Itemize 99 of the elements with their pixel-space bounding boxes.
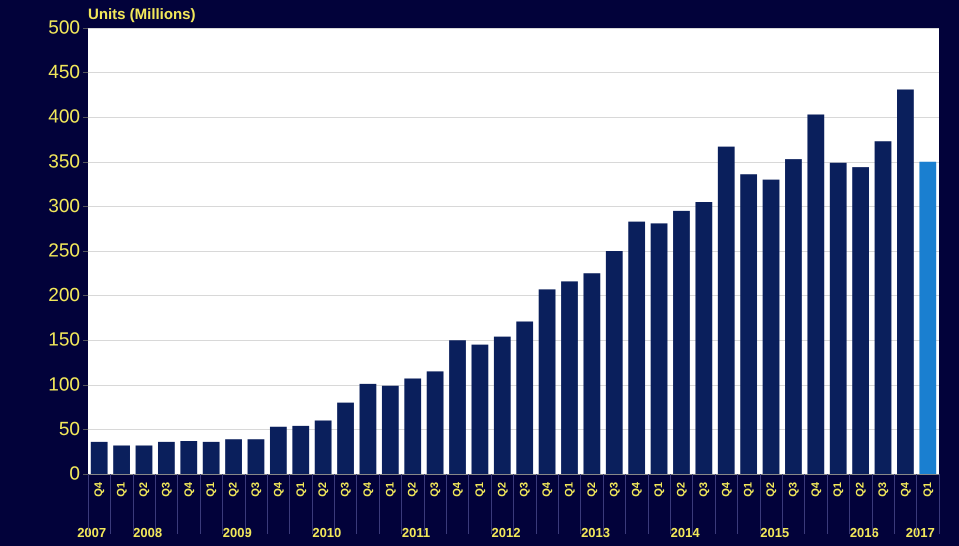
- x-tick-label: Q2: [406, 482, 419, 497]
- bar: [628, 222, 646, 474]
- bar: [225, 439, 242, 474]
- bar: [852, 167, 870, 474]
- bar: [270, 426, 287, 474]
- bar: [90, 442, 108, 474]
- y-tick-label: 0: [69, 464, 80, 484]
- x-tick-label: Q4: [630, 481, 643, 497]
- x-tick-label: Q2: [317, 482, 330, 497]
- text: 2007: [77, 525, 106, 540]
- x-tick-label: Q3: [429, 482, 442, 497]
- bar: [314, 420, 332, 474]
- bar: [897, 90, 914, 474]
- x-tick-label: Q2: [228, 482, 240, 497]
- y-tick-label: 350: [48, 151, 80, 172]
- x-tick-label: Q1: [384, 482, 396, 497]
- bar: [561, 281, 578, 474]
- y-tick-label: 450: [48, 62, 80, 84]
- text: 2013: [581, 525, 610, 540]
- text: 2015: [760, 525, 790, 540]
- x-tick-label: Q1: [116, 482, 128, 497]
- x-tick-label: Q4: [93, 481, 106, 497]
- bar: [695, 202, 712, 474]
- bar: [650, 223, 668, 474]
- bar: [830, 162, 847, 474]
- bar: [494, 336, 511, 474]
- bar: [360, 384, 376, 474]
- x-tick-label: Q3: [518, 482, 531, 497]
- bar: [382, 386, 399, 474]
- bar: [583, 273, 600, 474]
- x-tick-label: Q2: [138, 482, 150, 497]
- bar: [718, 146, 735, 474]
- text: 2012: [492, 525, 520, 540]
- x-tick-label: Q2: [765, 482, 778, 497]
- x-tick-label: Q1: [653, 482, 666, 497]
- bar: [136, 445, 152, 474]
- x-tick-label: Q4: [720, 481, 732, 497]
- bar: [158, 442, 175, 474]
- x-tick-label: Q3: [340, 482, 352, 497]
- bar: [762, 180, 780, 474]
- bar: [785, 159, 802, 474]
- bar: [248, 439, 264, 474]
- bar: [606, 251, 623, 474]
- x-tick-label: Q1: [474, 482, 486, 497]
- bar: [337, 402, 354, 474]
- x-tick-label: Q3: [787, 482, 800, 497]
- bar: [180, 440, 198, 474]
- bar: [404, 378, 422, 474]
- bar: [673, 210, 690, 474]
- bar: [807, 114, 824, 474]
- text: 2008: [133, 525, 162, 540]
- text: 2009: [222, 525, 252, 540]
- x-tick-label: Q4: [899, 481, 912, 497]
- y-tick-label: 50: [58, 418, 80, 440]
- x-tick-label: Q2: [586, 482, 598, 497]
- x-tick-label: Q1: [922, 482, 934, 497]
- bar: [516, 321, 534, 474]
- bar: [740, 174, 758, 474]
- y-tick-label: 100: [48, 374, 80, 396]
- x-tick-label: Q4: [182, 481, 195, 497]
- x-tick-label: Q1: [294, 482, 307, 497]
- x-tick-label: Q4: [810, 481, 822, 497]
- bar: [292, 426, 310, 474]
- x-tick-label: Q4: [541, 481, 554, 497]
- x-tick-label: Q3: [698, 482, 710, 497]
- text: 2014: [670, 525, 700, 540]
- x-tick-label: Q4: [452, 481, 464, 497]
- text: 2017: [906, 525, 935, 540]
- text: 2016: [850, 525, 879, 540]
- y-axis-title: Units (Millions): [88, 6, 196, 23]
- y-tick-label: 300: [48, 196, 80, 217]
- x-tick-label: Q4: [272, 481, 284, 497]
- x-tick-label: Q2: [854, 482, 867, 497]
- text: 2010: [312, 525, 342, 540]
- x-tick-label: Q4: [362, 481, 374, 497]
- x-tick-label: Q2: [496, 482, 508, 497]
- x-tick-label: Q2: [675, 482, 688, 497]
- bar: [113, 445, 130, 474]
- y-tick-label: 250: [48, 240, 80, 262]
- bar: [426, 371, 444, 474]
- x-tick-label: Q3: [608, 482, 620, 497]
- x-tick-label: Q3: [250, 482, 262, 497]
- x-tick-label: Q3: [160, 482, 172, 497]
- y-tick-label: 500: [48, 18, 80, 38]
- bar: [202, 442, 220, 474]
- text: 2011: [402, 525, 430, 540]
- x-tick-label: Q1: [563, 482, 576, 497]
- x-tick-label: Q1: [742, 482, 755, 497]
- bar: [919, 162, 936, 474]
- bar: [874, 141, 892, 474]
- y-tick-label: 200: [48, 285, 80, 306]
- y-tick-label: 150: [48, 330, 80, 351]
- y-tick-label: 400: [48, 106, 80, 128]
- bar: [449, 340, 466, 474]
- x-tick-label: Q3: [877, 482, 890, 497]
- x-tick-label: Q1: [205, 482, 218, 497]
- x-tick-label: Q1: [832, 482, 844, 497]
- bar: [538, 289, 556, 474]
- bar: [472, 344, 488, 474]
